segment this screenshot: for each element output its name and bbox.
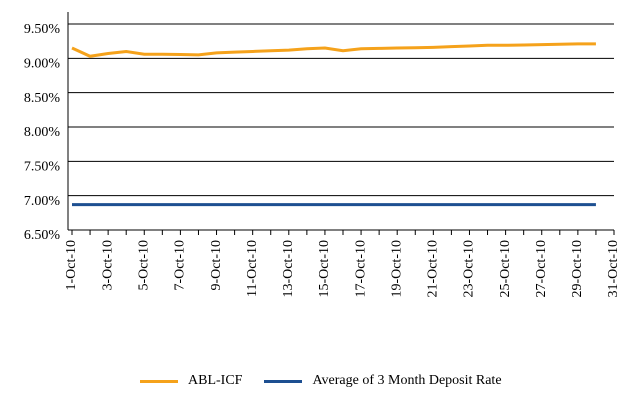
legend-label: ABL-ICF: [188, 373, 243, 388]
x-tick-label: 5-Oct-10: [136, 240, 151, 291]
x-tick-label: 13-Oct-10: [281, 240, 296, 298]
x-tick-label: 1-Oct-10: [64, 240, 79, 291]
y-tick-label: 6.50%: [24, 228, 61, 243]
legend-item: Average of 3 Month Deposit Rate: [264, 373, 502, 388]
y-tick-label: 8.50%: [24, 91, 61, 106]
x-tick-label: 25-Oct-10: [498, 240, 513, 298]
x-tick-label: 3-Oct-10: [100, 240, 115, 291]
x-tick-label: 31-Oct-10: [606, 240, 621, 298]
y-tick-label: 7.50%: [24, 160, 61, 175]
x-tick-label: 15-Oct-10: [317, 240, 332, 298]
x-tick-label: 29-Oct-10: [570, 240, 585, 298]
x-tick-label: 7-Oct-10: [173, 240, 188, 291]
x-tick-label: 17-Oct-10: [353, 240, 368, 298]
legend: ABL-ICF Average of 3 Month Deposit Rate: [140, 374, 502, 388]
x-tick-label: 21-Oct-10: [426, 240, 441, 298]
x-tick-label: 23-Oct-10: [462, 240, 477, 298]
y-tick-label: 7.00%: [24, 194, 61, 209]
legend-swatch: [264, 380, 303, 383]
x-tick-label: 19-Oct-10: [389, 240, 404, 298]
x-tick-label: 27-Oct-10: [534, 240, 549, 298]
legend-swatch: [140, 380, 178, 383]
series-line: [71, 42, 596, 58]
x-tick-label: 9-Oct-10: [209, 240, 224, 291]
legend-item: ABL-ICF: [140, 374, 242, 388]
y-tick-label: 9.50%: [24, 22, 61, 37]
y-tick-label: 9.00%: [24, 57, 61, 72]
y-tick-label: 8.00%: [24, 125, 61, 140]
legend-label: Average of 3 Month Deposit Rate: [312, 373, 502, 388]
x-tick-label: 11-Oct-10: [245, 240, 260, 297]
